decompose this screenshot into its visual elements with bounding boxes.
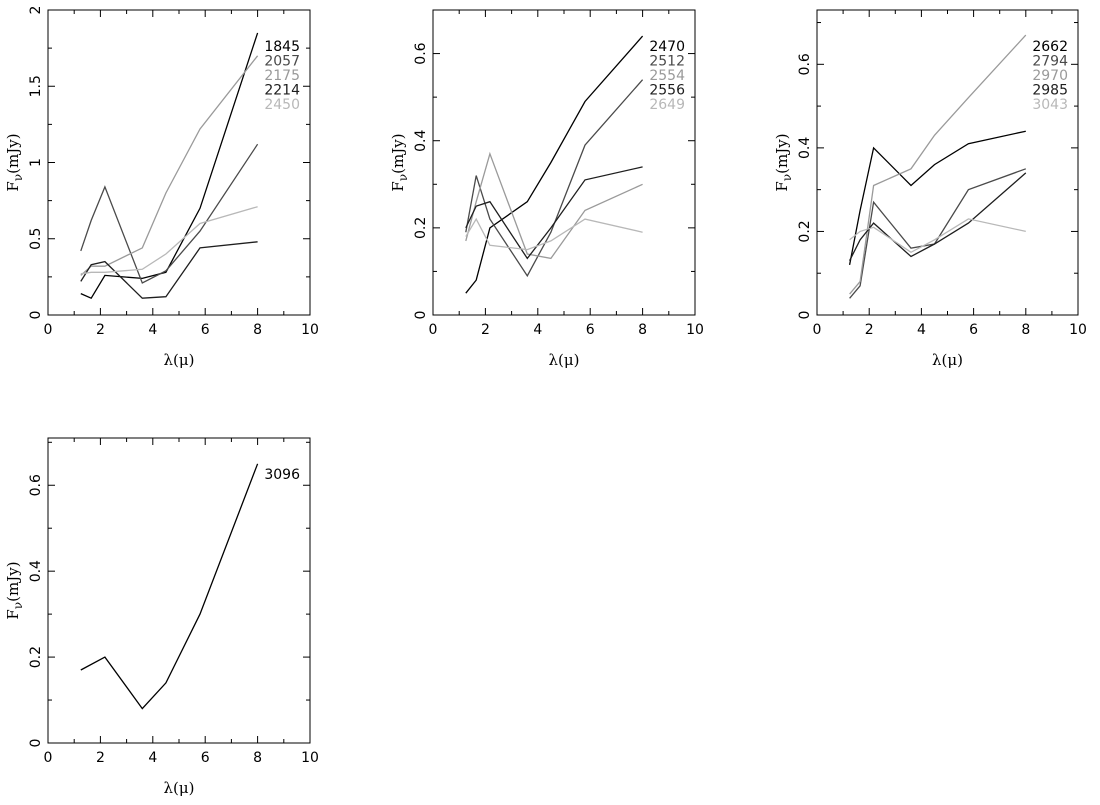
x-axis-label: λ(μ) — [549, 351, 580, 369]
x-tick-label: 8 — [253, 750, 262, 766]
y-tick-label: 1 — [28, 158, 44, 167]
series-line-2794 — [849, 168, 1027, 299]
series-line-3043 — [849, 218, 1026, 254]
x-tick-label: 10 — [1069, 322, 1087, 338]
y-axis-label-unit: (mJy) — [389, 133, 407, 173]
y-tick-label: 0.6 — [413, 42, 429, 64]
series-line-2985 — [849, 172, 1027, 261]
y-axis-label: Fν(mJy) — [389, 133, 410, 191]
x-tick-label: 6 — [201, 322, 210, 338]
x-tick-label: 0 — [44, 750, 53, 766]
x-axis-label: λ(μ) — [164, 351, 195, 369]
y-tick-label: 1.5 — [28, 75, 44, 97]
series-line-2970 — [849, 34, 1027, 295]
legend-entry-2985: 2985 — [1032, 83, 1068, 99]
x-tick-label: 6 — [201, 750, 210, 766]
plot-frame — [47, 437, 311, 744]
y-axis-label-base: F — [4, 181, 22, 191]
legend-entry-2057: 2057 — [264, 54, 300, 70]
legend-entry-2794: 2794 — [1032, 54, 1068, 70]
legend-entry-2970: 2970 — [1032, 68, 1068, 84]
series-line-2057 — [80, 143, 259, 284]
legend-entry-2214: 2214 — [264, 83, 300, 99]
legend-entry-3043: 3043 — [1032, 97, 1068, 113]
x-axis-label: λ(μ) — [164, 779, 195, 797]
y-axis-label: Fν(mJy) — [4, 133, 25, 191]
series-line-2214 — [80, 241, 258, 299]
x-tick-label: 4 — [533, 322, 542, 338]
x-tick-label: 2 — [865, 322, 874, 338]
series-line-2556 — [465, 166, 643, 260]
y-tick-label: 0 — [413, 311, 429, 320]
y-axis-label: Fν(mJy) — [773, 133, 794, 191]
y-tick-label: 0.2 — [28, 646, 44, 668]
y-tick-label: 2 — [28, 6, 44, 15]
y-axis-label-base: F — [389, 181, 407, 191]
chart-panel-1: 0 2 4 6 8 1000.511.52λ(μ)Fν(mJy)1845205721752… — [4, 6, 319, 369]
series-line-1845 — [80, 32, 259, 300]
x-tick-label: 8 — [638, 322, 647, 338]
x-tick-label: 6 — [586, 322, 595, 338]
y-tick-label: 0.2 — [413, 217, 429, 239]
x-tick-label: 8 — [253, 322, 262, 338]
y-axis-label-unit: (mJy) — [4, 133, 22, 173]
y-axis-label-base: F — [4, 609, 22, 619]
y-tick-label: 0 — [28, 311, 44, 320]
legend-entry-2512: 2512 — [649, 54, 685, 70]
y-axis-label-unit: (mJy) — [4, 561, 22, 601]
y-tick-label: 0.4 — [28, 560, 44, 582]
y-axis-label-base: F — [773, 181, 791, 191]
x-tick-label: 4 — [917, 322, 926, 338]
y-tick-label: 0.4 — [413, 129, 429, 151]
series-line-3096 — [80, 463, 259, 710]
x-tick-label: 2 — [481, 322, 490, 338]
x-tick-label: 4 — [148, 322, 157, 338]
y-tick-label: 0.2 — [797, 220, 813, 242]
series-line-2470 — [465, 35, 644, 294]
x-tick-label: 2 — [96, 322, 105, 338]
legend-entry-2649: 2649 — [649, 97, 685, 113]
legend-entry-2470: 2470 — [649, 39, 685, 55]
legend-entry-2175: 2175 — [264, 68, 300, 84]
y-tick-label: 0.4 — [797, 137, 813, 159]
x-tick-label: 10 — [301, 750, 319, 766]
y-tick-label: 0 — [797, 311, 813, 320]
y-axis-label-unit: (mJy) — [773, 133, 791, 173]
chart-panel-4: 0 2 4 6 8 10 0 0.2 0.4 0.6 λ(μ) Fν(mJy) 3096 — [4, 437, 319, 797]
series-line-2175 — [80, 55, 259, 276]
legend-entry-2556: 2556 — [649, 83, 685, 99]
x-tick-label: 0 — [44, 322, 53, 338]
y-axis-label-subscript: ν — [11, 174, 25, 181]
x-tick-label: 0 — [813, 322, 822, 338]
x-tick-label: 4 — [148, 750, 157, 766]
y-tick-label: 0.5 — [28, 228, 44, 250]
legend-entry-1845: 1845 — [264, 39, 300, 55]
y-tick-label: 0.6 — [797, 53, 813, 75]
chart-panel-2: 0 2 4 6 8 10 0 0.2 0.4 0.6 λ(μ) Fν(mJy) 247025122554… — [389, 9, 704, 369]
legend-entry-2554: 2554 — [649, 68, 685, 84]
y-tick-label: 0 — [28, 739, 44, 748]
x-tick-label: 0 — [429, 322, 438, 338]
series-line-2649 — [465, 217, 643, 251]
y-axis-label-subscript: ν — [396, 174, 410, 181]
y-axis-label-subscript: ν — [780, 174, 794, 181]
legend-entry-2662: 2662 — [1032, 39, 1068, 55]
legend-entry-2450: 2450 — [264, 97, 300, 113]
x-tick-label: 8 — [1021, 322, 1030, 338]
y-axis-label-subscript: ν — [11, 602, 25, 609]
legend-entry-3096: 3096 — [264, 467, 300, 483]
x-tick-label: 2 — [96, 750, 105, 766]
x-tick-label: 10 — [301, 322, 319, 338]
y-axis-label: Fν(mJy) — [4, 561, 25, 619]
series-line-2662 — [848, 130, 1026, 266]
chart-panel-3: 0 2 4 6 8 10 0 0.2 0.4 0.6 λ(μ) Fν(mJy) 266227942970… — [773, 9, 1087, 369]
x-tick-label: 6 — [969, 322, 978, 338]
x-tick-label: 10 — [686, 322, 704, 338]
series-line-2554 — [465, 151, 643, 260]
series-line-2512 — [465, 79, 644, 278]
y-tick-label: 0.6 — [28, 474, 44, 496]
series-line-2450 — [80, 206, 258, 275]
x-axis-label: λ(μ) — [932, 351, 963, 369]
